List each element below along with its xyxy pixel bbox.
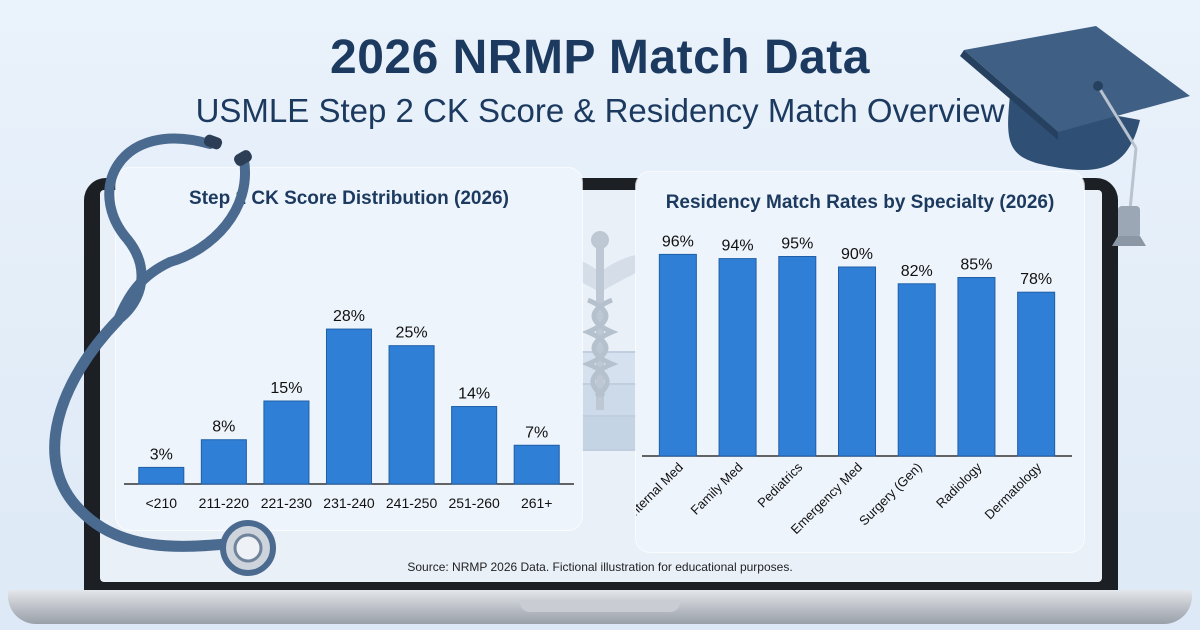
match-rates-title: Residency Match Rates by Specialty (2026… [665,192,1055,213]
data-label: 94% [722,238,754,255]
data-label: 78% [1020,271,1052,288]
score-distribution-panel: Step 2 CK Score Distribution (2026) 3% <2… [116,168,582,530]
page-title: 2026 NRMP Match Data [330,31,870,84]
data-label: 28% [333,308,365,325]
bar [451,406,498,485]
source-note: Source: NRMP 2026 Data. Fictional illust… [407,560,793,574]
data-label: 95% [781,236,813,253]
bar [138,466,185,485]
data-label: 90% [841,246,873,263]
page-subtitle: USMLE Step 2 CK Score & Residency Match … [195,92,1005,129]
data-label: 15% [270,380,302,397]
data-label: 3% [150,446,173,463]
tick-label: 221-230 [261,495,313,511]
bar [1017,291,1056,457]
tick-label: <210 [146,495,178,511]
bar [200,439,247,485]
data-label: 14% [458,386,490,403]
data-label: 8% [212,419,235,436]
score-distribution-chart: 3% <210 8% 211-220 15% 221-230 28% 231-240 25% 24… [124,308,574,511]
bar [388,345,435,485]
bar [658,253,697,457]
data-label: 96% [662,233,694,250]
score-distribution-title: Step 2 CK Score Distribution (2026) [189,188,509,209]
data-label: 82% [901,263,933,280]
bar [837,266,877,457]
tick-label: 211-220 [199,495,250,511]
tick-label: 231-240 [323,495,375,511]
bar [325,328,373,485]
tick-label: 251-260 [448,495,500,511]
data-label: 85% [960,257,992,274]
tick-label: 241-250 [386,495,438,511]
bar [897,283,936,457]
bar [778,256,817,457]
bar [957,277,996,457]
data-label: 25% [396,325,428,342]
data-label: 7% [525,424,548,441]
bar [718,258,757,457]
tick-label: 261+ [521,495,553,511]
match-rates-panel: Residency Match Rates by Specialty (2026… [636,172,1084,552]
bar [513,444,560,485]
bar [263,400,310,485]
laptop-notch [520,600,680,612]
